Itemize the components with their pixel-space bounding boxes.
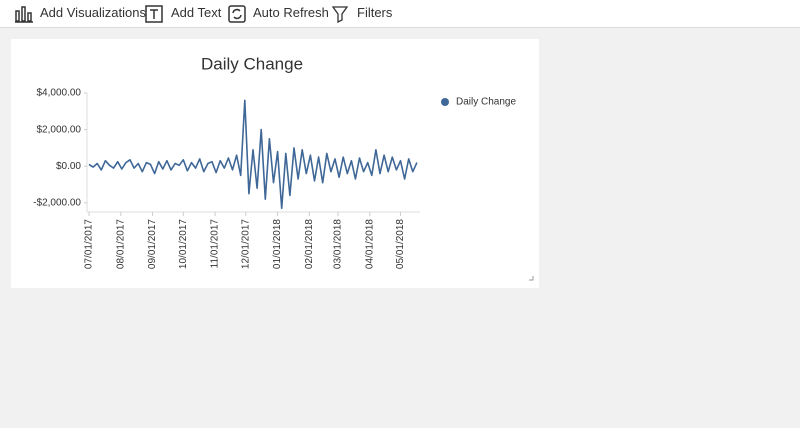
add-text[interactable]: Add Text bbox=[171, 5, 222, 20]
x-tick-label: 01/01/2018 bbox=[272, 219, 283, 269]
y-tick-label: $4,000.00 bbox=[37, 88, 82, 99]
x-tick-label: 09/01/2017 bbox=[147, 219, 158, 269]
legend-marker bbox=[441, 98, 449, 106]
x-tick-label: 04/01/2018 bbox=[364, 219, 375, 269]
filters[interactable]: Filters bbox=[357, 5, 393, 20]
filter-icon bbox=[332, 6, 348, 23]
x-tick-label: 03/01/2018 bbox=[333, 219, 344, 269]
x-tick-label: 11/01/2017 bbox=[210, 219, 221, 269]
add-visualizations[interactable]: Add Visualizations bbox=[40, 5, 146, 20]
toolbar: Add Visualizations Add Text Auto Refresh… bbox=[0, 0, 800, 28]
x-tick-label: 12/01/2017 bbox=[240, 219, 251, 269]
line-series bbox=[88, 99, 418, 210]
legend-label: Daily Change bbox=[456, 97, 516, 108]
x-tick-label: 10/01/2017 bbox=[178, 219, 189, 269]
text-icon bbox=[145, 5, 163, 23]
x-tick-label: 07/01/2017 bbox=[84, 219, 95, 269]
chart: Daily Change -$2,000.00 $0.00 $2,000.00 $4,… bbox=[33, 54, 534, 281]
x-tick-label: 08/01/2017 bbox=[115, 219, 126, 269]
x-tick-label: 02/01/2018 bbox=[304, 219, 315, 269]
chart-card[interactable]: Daily Change -$2,000.00 $0.00 $2,000.00 $4,… bbox=[11, 39, 539, 288]
viz-icon bbox=[15, 6, 33, 23]
y-tick-label: -$2,000.00 bbox=[33, 197, 81, 208]
y-tick-label: $0.00 bbox=[56, 161, 81, 172]
auto-refresh[interactable]: Auto Refresh bbox=[253, 5, 329, 20]
resize-handle[interactable] bbox=[529, 276, 534, 281]
x-tick-label: 05/01/2018 bbox=[395, 219, 406, 269]
chart-title: Daily Change bbox=[201, 54, 303, 73]
refresh-icon bbox=[228, 5, 246, 23]
y-tick-label: $2,000.00 bbox=[37, 124, 82, 135]
